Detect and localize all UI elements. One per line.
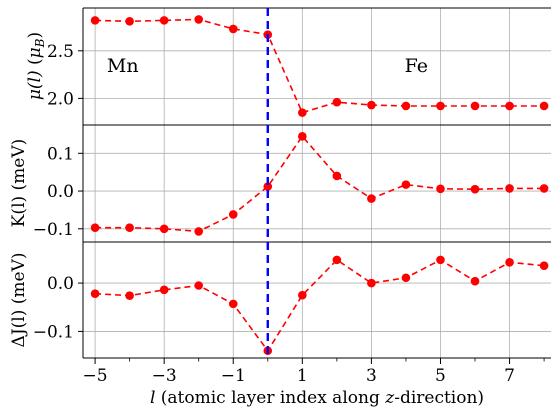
y-axis-label-top: μ(l) (μB) xyxy=(25,32,47,100)
data-point xyxy=(367,100,376,110)
data-point xyxy=(159,16,169,25)
x-axis: −5 −3 −1 1 3 5 7 xyxy=(83,358,545,386)
x-tick-label: 1 xyxy=(297,366,308,386)
data-point xyxy=(539,184,549,193)
panel-middle: −0.1 0.0 0.1 xyxy=(33,124,551,243)
y-tick-label: 0.0 xyxy=(47,182,74,202)
data-point xyxy=(436,255,445,265)
data-point xyxy=(194,227,204,236)
data-point xyxy=(332,171,342,181)
y-tick-label: 0.0 xyxy=(47,274,74,294)
data-point xyxy=(470,276,480,286)
data-point xyxy=(470,101,480,111)
data-point xyxy=(228,299,238,309)
data-point xyxy=(125,291,134,300)
x-tick-label: −3 xyxy=(152,366,177,386)
data-point xyxy=(125,223,134,232)
data-point xyxy=(90,16,100,25)
data-point xyxy=(436,184,445,194)
data-point xyxy=(298,108,307,117)
y-tick-label: 2.5 xyxy=(47,42,74,62)
y-axis-label-bottom: ΔJ(l) (meV) xyxy=(9,253,29,348)
data-point xyxy=(505,101,514,111)
y-tick-label: 0.1 xyxy=(47,144,74,164)
data-point xyxy=(194,281,204,290)
x-axis-label: l (atomic layer index along z-direction) xyxy=(150,388,484,408)
y-tick-label: 2.0 xyxy=(47,89,74,109)
data-point xyxy=(367,278,376,288)
x-tick-label: −1 xyxy=(221,366,246,386)
data-point xyxy=(263,182,273,191)
data-point xyxy=(539,261,549,270)
y-tick-label: −0.1 xyxy=(33,220,74,240)
data-point xyxy=(332,97,342,107)
data-point xyxy=(298,290,307,300)
data-point xyxy=(401,273,411,283)
data-point xyxy=(539,101,549,111)
data-point xyxy=(159,224,169,234)
annotation-label: Fe xyxy=(405,55,428,77)
data-point xyxy=(505,258,514,267)
data-point xyxy=(505,184,514,193)
data-point xyxy=(298,132,307,141)
annotation-label: Mn xyxy=(107,55,139,77)
panel-top: 2.0 2.5 Mn Fe xyxy=(47,7,551,126)
data-point xyxy=(401,101,411,111)
data-point xyxy=(90,289,100,299)
x-tick-label: 5 xyxy=(435,366,446,386)
data-point xyxy=(470,184,480,194)
y-axis-label-middle: K(l) (meV) xyxy=(9,139,29,228)
data-point xyxy=(332,255,342,265)
data-point xyxy=(228,24,238,34)
data-point xyxy=(228,210,238,219)
x-tick-label: 3 xyxy=(366,366,377,386)
series-line xyxy=(95,18,545,114)
data-point xyxy=(90,223,100,232)
data-point xyxy=(436,101,445,111)
data-point xyxy=(194,15,204,24)
data-point xyxy=(367,194,376,203)
data-point xyxy=(125,17,134,26)
series-line xyxy=(95,134,545,233)
data-point xyxy=(401,180,411,189)
data-point xyxy=(159,285,169,295)
x-tick-label: −5 xyxy=(83,366,108,386)
series-line xyxy=(95,258,545,353)
x-tick-label: 7 xyxy=(504,366,515,386)
panel-bottom: −0.1 0.0 xyxy=(33,241,551,359)
y-tick-label: −0.1 xyxy=(33,322,74,342)
